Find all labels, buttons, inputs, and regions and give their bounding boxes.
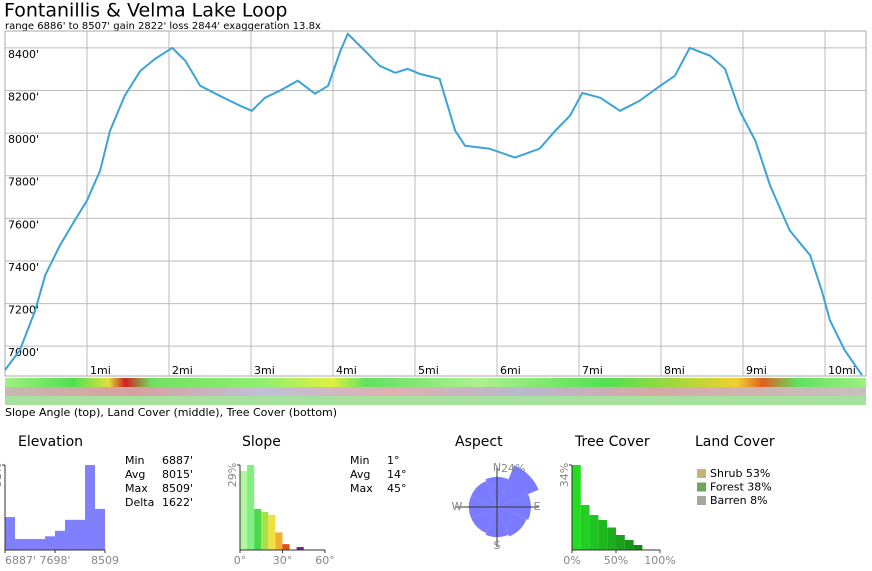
x-tick-label: 60° bbox=[315, 554, 335, 567]
x-tick-label: 8509 bbox=[91, 554, 119, 567]
panel-title: Slope bbox=[242, 434, 281, 450]
legend-swatch bbox=[697, 482, 706, 492]
hist-bar bbox=[74, 519, 86, 550]
stat-name: Delta bbox=[125, 496, 154, 509]
tree-cover-strip bbox=[5, 396, 866, 405]
hist-bar bbox=[268, 514, 276, 550]
aspect-wedge bbox=[471, 507, 497, 533]
panel-title: Land Cover bbox=[695, 434, 775, 450]
x-tick-label: 2mi bbox=[172, 364, 193, 377]
y-tick-label: 34% bbox=[558, 463, 571, 487]
hist-bar bbox=[247, 465, 255, 550]
panel-title: Tree Cover bbox=[574, 434, 650, 450]
aspect-wedge bbox=[497, 465, 539, 507]
plot-frame bbox=[4, 30, 867, 377]
radius-label: 24% bbox=[501, 462, 525, 475]
hist-bar bbox=[240, 470, 248, 550]
legend-swatch bbox=[697, 469, 706, 478]
legend-label: Barren 8% bbox=[710, 494, 768, 507]
hist-bar bbox=[35, 539, 46, 550]
hist-bar bbox=[282, 544, 290, 550]
direction-label: N bbox=[493, 461, 501, 474]
x-tick-label: 100% bbox=[644, 554, 675, 567]
direction-label: E bbox=[534, 500, 541, 513]
hist-bar bbox=[55, 530, 65, 550]
hist-bar bbox=[572, 465, 581, 550]
elevation-line bbox=[4, 32, 863, 376]
hist-bar bbox=[633, 545, 643, 550]
x-tick-label: 0° bbox=[234, 554, 247, 567]
stat-name: Min bbox=[125, 454, 145, 467]
title: Fontanillis & Velma Lake Loop bbox=[4, 0, 288, 22]
y-tick-label: 8000' bbox=[8, 133, 39, 146]
x-tick-label: 10mi bbox=[828, 364, 856, 377]
y-tick-label: 29% bbox=[226, 463, 239, 487]
x-tick-label: 3mi bbox=[254, 364, 275, 377]
stat-name: Max bbox=[125, 482, 148, 495]
x-tick-label: 0% bbox=[563, 554, 580, 567]
x-tick-label: 7mi bbox=[582, 364, 603, 377]
stat-name: Avg bbox=[350, 468, 370, 481]
y-tick-label: 8200' bbox=[8, 91, 39, 104]
aspect-wedge bbox=[471, 481, 497, 507]
x-tick-label: 1mi bbox=[90, 364, 111, 377]
x-tick-label: 9mi bbox=[746, 364, 767, 377]
stat-value: 45° bbox=[387, 482, 407, 495]
land-cover-strip bbox=[5, 387, 866, 396]
hist-bar bbox=[624, 540, 634, 550]
stat-value: 14° bbox=[387, 468, 407, 481]
legend-label: Forest 38% bbox=[710, 481, 772, 494]
legend-swatch bbox=[697, 496, 706, 505]
x-tick-label: 30° bbox=[273, 554, 293, 567]
x-tick-label: 7698' bbox=[39, 554, 70, 567]
hist-bar bbox=[598, 520, 608, 550]
hist-bar bbox=[589, 515, 599, 550]
hist-bar bbox=[261, 511, 269, 550]
stat-value: 8509' bbox=[162, 482, 193, 495]
x-tick-label: 6887' bbox=[5, 554, 36, 567]
hist-bar bbox=[580, 505, 590, 550]
hist-bar bbox=[85, 465, 96, 550]
x-tick-label: 5mi bbox=[418, 364, 439, 377]
hist-bar bbox=[5, 517, 15, 550]
hist-bar bbox=[254, 508, 262, 550]
x-tick-label: 50% bbox=[604, 554, 628, 567]
panel-title: Aspect bbox=[455, 434, 503, 450]
y-tick-label: 7600' bbox=[8, 218, 39, 231]
y-tick-label: 8400' bbox=[8, 48, 39, 61]
strip-caption: Slope Angle (top), Land Cover (middle), … bbox=[5, 406, 337, 419]
y-tick-label: 7400' bbox=[8, 261, 39, 274]
hist-bar bbox=[296, 547, 304, 550]
direction-label: W bbox=[452, 500, 463, 513]
y-tick-label: 7000' bbox=[8, 346, 39, 359]
stat-value: 8015' bbox=[162, 468, 193, 481]
x-tick-label: 6mi bbox=[500, 364, 521, 377]
hist-bar bbox=[14, 539, 25, 550]
hist-bar bbox=[24, 539, 36, 550]
aspect-wedge bbox=[497, 507, 527, 537]
subtitle: range 6886' to 8507' gain 2822' loss 284… bbox=[5, 21, 321, 32]
y-tick-label: 31% bbox=[0, 463, 4, 487]
hist-bar bbox=[607, 527, 616, 550]
hist-bar bbox=[95, 508, 105, 550]
stat-name: Max bbox=[350, 482, 373, 495]
x-tick-label: 8mi bbox=[664, 364, 685, 377]
x-tick-label: 4mi bbox=[336, 364, 357, 377]
y-tick-label: 7200' bbox=[8, 304, 39, 317]
stat-name: Avg bbox=[125, 468, 145, 481]
hist-bar bbox=[275, 532, 283, 550]
hist-bar bbox=[45, 536, 55, 550]
direction-label: S bbox=[494, 539, 501, 552]
slope-strip bbox=[5, 378, 866, 387]
stat-name: Min bbox=[350, 454, 370, 467]
stat-value: 6887' bbox=[162, 454, 193, 467]
panel-title: Elevation bbox=[18, 434, 83, 450]
hist-bar bbox=[64, 519, 75, 550]
stat-value: 1° bbox=[387, 454, 400, 467]
y-tick-label: 7800' bbox=[8, 176, 39, 189]
stat-value: 1622' bbox=[162, 496, 193, 509]
legend-label: Shrub 53% bbox=[710, 467, 770, 480]
hist-bar bbox=[616, 535, 625, 550]
